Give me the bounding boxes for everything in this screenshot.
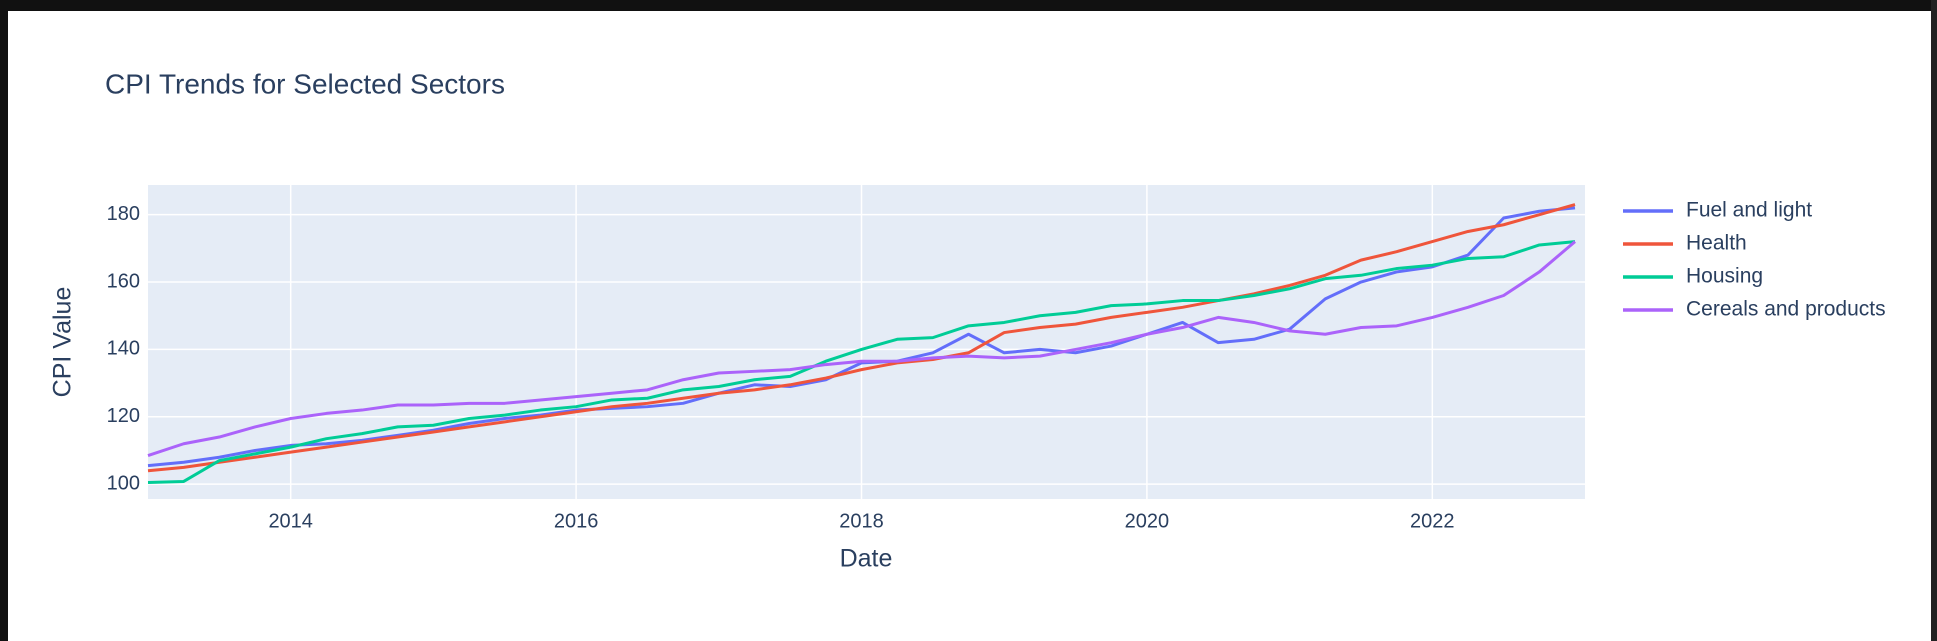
- series-line: [147, 240, 1576, 484]
- labels: 100 120 140 160 180 2014 2016 2018 2020 2022 Fuel …: [107, 199, 1886, 533]
- series-line: [147, 240, 1576, 457]
- window-frame-right: [1931, 0, 1937, 641]
- series-line: [147, 203, 1576, 473]
- y-tick-label: 160: [107, 270, 140, 292]
- x-axis-title: Date: [840, 545, 893, 573]
- x-tick-label: 2018: [839, 510, 884, 532]
- y-axis-title: CPI Value: [49, 287, 77, 398]
- x-tick-label: 2022: [1410, 510, 1455, 532]
- window-frame-left: [0, 0, 8, 641]
- x-tick-label: 2020: [1125, 510, 1170, 532]
- y-tick-label: 120: [107, 405, 140, 427]
- chart-title: CPI Trends for Selected Sectors: [105, 68, 505, 99]
- y-tick-label: 140: [107, 338, 140, 360]
- window-frame-top: [0, 0, 1937, 11]
- y-tick-label: 100: [107, 472, 140, 494]
- series-line: [147, 206, 1576, 468]
- x-tick-label: 2014: [268, 510, 313, 532]
- legend-label: Cereals and products: [1686, 298, 1886, 321]
- plot-area: [148, 185, 1585, 499]
- legend-label: Health: [1686, 232, 1747, 255]
- y-tick-label: 180: [107, 203, 140, 225]
- legend-label: Fuel and light: [1686, 199, 1812, 222]
- lines: [147, 203, 1576, 484]
- legend-label: Housing: [1686, 265, 1763, 288]
- x-tick-label: 2016: [554, 510, 599, 532]
